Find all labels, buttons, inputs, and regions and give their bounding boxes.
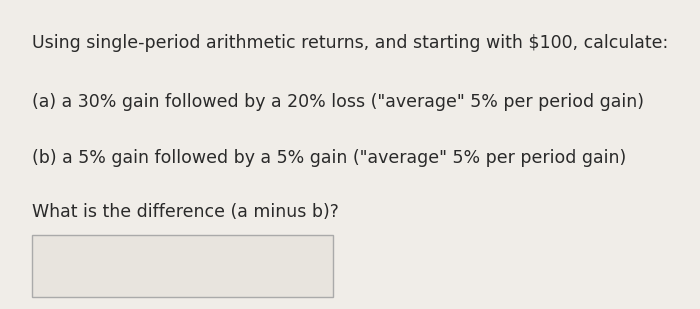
Text: Using single-period arithmetic returns, and starting with $100, calculate:: Using single-period arithmetic returns, … [32,34,668,52]
Text: What is the difference (a minus b)?: What is the difference (a minus b)? [32,203,338,221]
FancyBboxPatch shape [32,235,332,297]
Text: (a) a 30% gain followed by a 20% loss ("average" 5% per period gain): (a) a 30% gain followed by a 20% loss ("… [32,93,643,111]
Text: (b) a 5% gain followed by a 5% gain ("average" 5% per period gain): (b) a 5% gain followed by a 5% gain ("av… [32,149,626,167]
